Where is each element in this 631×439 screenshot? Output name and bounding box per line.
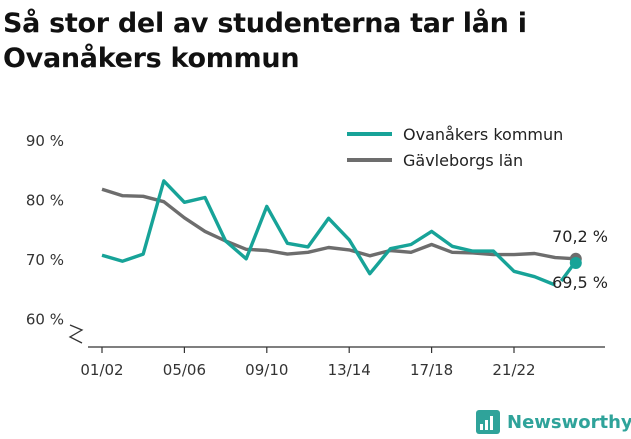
series-line-gavleborg: [101, 187, 576, 261]
brand-name: Newsworthy: [507, 411, 631, 433]
x-tick-label: 01/02: [80, 361, 123, 379]
brand-logo: Newsworthy: [476, 405, 631, 439]
x-tick-label: 17/18: [410, 361, 453, 379]
legend-label: Gävleborgs län: [403, 151, 523, 170]
series-lines: [101, 179, 576, 287]
end-labels: 70,2 % 69,5 %: [552, 227, 608, 292]
series-line-ovanaker: [101, 179, 556, 287]
x-tick-label: 05/06: [163, 361, 206, 379]
axis-break-mark: [68, 324, 84, 344]
x-tick-label: 09/10: [245, 361, 288, 379]
end-label-ovanaker: 69,5 %: [552, 273, 608, 292]
end-marker-ovanaker: [569, 256, 582, 269]
chart-logo-icon: [476, 410, 500, 434]
x-axis: 01/02 05/06 09/10 13/14 17/18 21/22: [80, 346, 605, 379]
x-tick-label: 13/14: [328, 361, 371, 379]
y-tick-label: 70 %: [26, 251, 64, 269]
x-tick-label: 21/22: [492, 361, 535, 379]
chart-title: Så stor del av studenterna tar lån i Ova…: [3, 8, 527, 74]
y-tick-label: 80 %: [26, 192, 64, 210]
y-tick-label: 90 %: [26, 132, 64, 150]
legend: Ovanåkers kommun Gävleborgs län: [347, 125, 563, 170]
legend-label: Ovanåkers kommun: [403, 125, 563, 144]
y-tick-label: 60 %: [26, 311, 64, 329]
y-axis: 60 % 70 % 80 % 90 %: [26, 132, 84, 344]
end-label-gavleborg: 70,2 %: [552, 227, 608, 246]
